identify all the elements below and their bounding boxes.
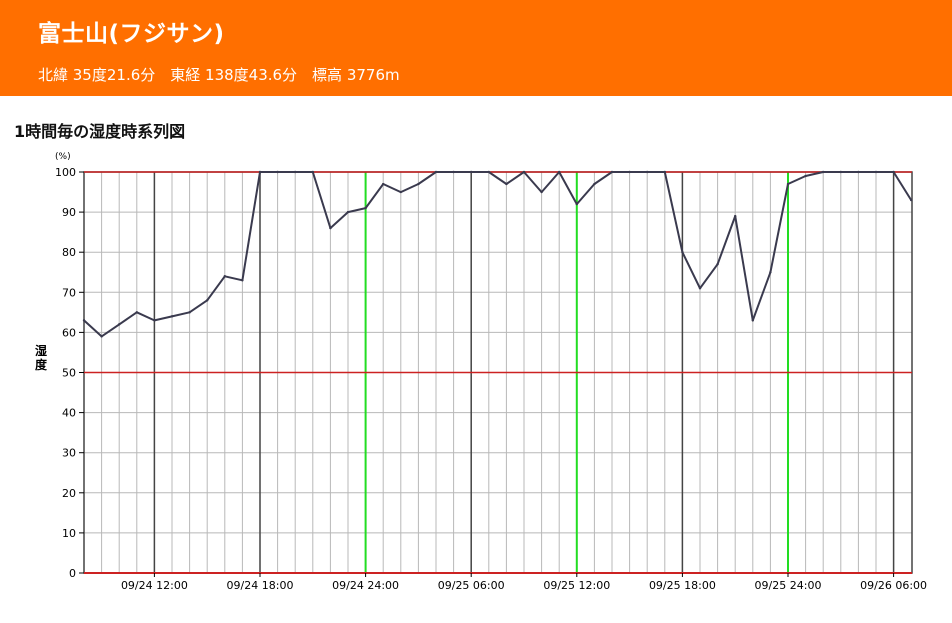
humidity-data-point (628, 170, 631, 174)
x-tick-label: 09/24 12:00 (121, 579, 188, 592)
humidity-data-point (188, 311, 191, 314)
x-tick-label: 09/25 24:00 (755, 579, 822, 592)
humidity-data-point (822, 170, 825, 174)
humidity-data-point (153, 319, 156, 322)
y-tick-label: 100 (55, 166, 76, 179)
y-tick-label: 40 (62, 407, 76, 420)
humidity-data-point (434, 170, 438, 174)
humidity-data-point (170, 315, 174, 318)
y-tick-label: 30 (62, 447, 76, 460)
humidity-data-point (540, 190, 543, 194)
y-axis-label: 度 (35, 357, 48, 372)
humidity-data-point (681, 251, 684, 254)
humidity-data-point (417, 182, 420, 186)
humidity-data-point (206, 299, 209, 302)
humidity-data-point (892, 170, 895, 174)
humidity-data-point (786, 182, 790, 186)
x-tick-label: 09/25 06:00 (438, 579, 505, 592)
humidity-data-point (839, 170, 842, 174)
humidity-data-point (663, 170, 666, 174)
humidity-data-point (505, 182, 508, 186)
humidity-data-point (258, 170, 262, 174)
humidity-data-point (804, 174, 807, 178)
humidity-data-point (716, 263, 719, 266)
section-title: 1時間毎の湿度時系列図 (14, 122, 186, 141)
humidity-data-point (118, 323, 121, 326)
humidity-data-point (698, 287, 702, 290)
humidity-data-point (910, 198, 913, 202)
humidity-data-point (294, 170, 297, 174)
humidity-data-point (399, 190, 402, 194)
humidity-data-point (874, 170, 878, 174)
y-tick-label: 80 (62, 246, 76, 259)
y-axis-label: 湿 (35, 343, 47, 358)
humidity-data-point (311, 170, 314, 174)
y-tick-label: 60 (62, 326, 76, 339)
x-tick-label: 09/25 18:00 (649, 579, 716, 592)
humidity-data-point (487, 170, 490, 174)
humidity-data-point (452, 170, 455, 174)
humidity-data-point (575, 202, 578, 206)
labels-layer: 0 10 20 30 40 50 60 70 80 90 100 (%) 湿度 09/24 12:00 09… (35, 152, 927, 592)
location-coordinates: 北緯 35度21.6分 東経 138度43.6分 標高 3776m (38, 66, 400, 84)
y-unit-label: (%) (55, 152, 71, 162)
humidity-data-point (857, 170, 860, 174)
humidity-data-point (241, 279, 244, 282)
humidity-data-point (470, 170, 473, 174)
humidity-data-point (364, 206, 367, 210)
y-tick-label: 70 (62, 286, 76, 299)
humidity-data-point (223, 275, 226, 278)
humidity-chart: 0 10 20 30 40 50 60 70 80 90 100 (%) 湿度 09/24 12:00 09… (35, 152, 927, 592)
humidity-data-point (646, 170, 649, 174)
x-tick-label: 09/26 06:00 (860, 579, 927, 592)
humidity-data-point (751, 319, 754, 322)
humidity-data-point (593, 182, 596, 186)
humidity-data-point (276, 170, 279, 174)
location-name: 富士山(フジサン) (38, 21, 225, 47)
axes-layer (79, 171, 913, 577)
humidity-data-point (382, 182, 385, 186)
y-tick-label: 50 (62, 367, 76, 380)
y-tick-label: 20 (62, 487, 76, 500)
y-tick-label: 0 (69, 567, 76, 580)
humidity-data-point (558, 170, 561, 174)
humidity-series-line (83, 171, 913, 338)
x-tick-label: 09/24 24:00 (332, 579, 399, 592)
x-tick-label: 09/24 18:00 (227, 579, 294, 592)
humidity-data-point (82, 319, 86, 322)
y-tick-label: 10 (62, 527, 76, 540)
humidity-data-point (346, 210, 350, 214)
humidity-data-point (100, 335, 103, 338)
humidity-data-point (734, 214, 737, 218)
humidity-data-point (329, 226, 332, 230)
series-layer (82, 170, 913, 338)
humidity-data-point (610, 170, 614, 174)
x-tick-label: 09/25 12:00 (543, 579, 610, 592)
header-banner: 富士山(フジサン) 北緯 35度21.6分 東経 138度43.6分 標高 37… (0, 0, 952, 96)
humidity-data-point (769, 271, 772, 274)
humidity-data-point (522, 170, 526, 174)
y-tick-label: 90 (62, 206, 76, 219)
humidity-data-point (135, 311, 138, 314)
